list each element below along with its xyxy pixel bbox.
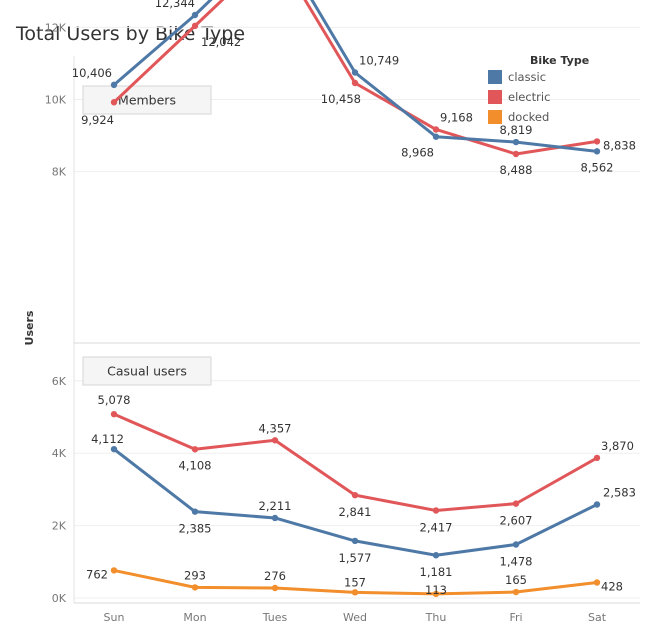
data-label-electric: 2,607: [500, 514, 533, 528]
data-point-classic: [512, 541, 520, 548]
legend-swatch-docked: [488, 110, 502, 124]
data-point-electric: [351, 79, 359, 87]
data-label-classic: 12,344: [155, 0, 195, 10]
panel-label-members: Members: [82, 85, 212, 115]
legend-swatch-classic: [488, 70, 502, 84]
data-label-classic: 2,211: [259, 499, 292, 513]
data-point-docked: [593, 579, 601, 586]
y-tick-label: 0K: [52, 592, 67, 605]
data-point-classic: [512, 138, 520, 146]
data-label-electric: 10,458: [321, 92, 361, 106]
data-point-electric: [351, 491, 359, 499]
x-tick-label: Fri: [509, 611, 522, 624]
data-label-electric: 8,488: [500, 163, 533, 177]
data-point-electric: [512, 150, 520, 158]
data-point-classic: [110, 81, 118, 89]
data-point-classic: [110, 445, 118, 453]
y-tick-label: 2K: [52, 520, 67, 533]
data-label-docked: 293: [184, 568, 206, 582]
data-point-classic: [351, 69, 359, 76]
legend: Bike Type classic electric docked: [488, 54, 589, 124]
y-axis-label: Users: [23, 310, 36, 345]
data-label-classic: 1,181: [420, 565, 453, 579]
x-tick-label: Tues: [262, 611, 288, 624]
panel-label-casual: Casual users: [82, 356, 212, 386]
data-label-classic: 4,112: [91, 432, 124, 446]
data-point-classic: [191, 11, 199, 19]
data-label-electric: 8,838: [603, 138, 636, 152]
y-tick-label: 12K: [45, 21, 67, 34]
data-point-electric: [191, 446, 199, 453]
legend-label-docked: docked: [508, 110, 549, 124]
data-label-docked: 157: [344, 575, 366, 589]
data-point-docked: [271, 584, 279, 592]
x-tick-label: Mon: [183, 611, 206, 624]
data-label-docked: 276: [264, 569, 286, 583]
data-label-classic: 2,583: [603, 485, 636, 499]
data-label-classic: 1,478: [500, 554, 533, 568]
x-tick-label: Wed: [343, 611, 367, 624]
data-point-docked: [512, 588, 520, 596]
data-point-classic: [432, 133, 440, 140]
chart-title: Total Users by Bike Type: [15, 23, 245, 45]
data-label-classic: 2,385: [179, 522, 212, 536]
data-label-classic: 8,968: [401, 146, 434, 160]
data-point-electric: [593, 454, 601, 462]
data-label-electric: 5,078: [98, 393, 131, 407]
legend-label-classic: classic: [508, 70, 546, 84]
data-point-classic: [351, 537, 359, 545]
panel-casual-title: Casual users: [107, 364, 187, 379]
data-point-electric: [432, 507, 440, 514]
data-label-electric: 9,924: [81, 113, 114, 127]
data-point-electric: [110, 410, 118, 418]
data-label-classic: 10,749: [359, 53, 399, 67]
data-point-electric: [110, 99, 118, 106]
data-label-electric: 12,042: [201, 35, 241, 49]
data-point-electric: [271, 437, 279, 444]
data-label-docked: 428: [601, 580, 623, 594]
data-label-classic: 10,406: [72, 66, 112, 80]
data-label-electric: 9,168: [440, 110, 473, 124]
legend-swatch-electric: [488, 90, 502, 104]
data-point-classic: [191, 508, 199, 515]
data-label-classic: 8,819: [500, 123, 533, 137]
data-label-docked: 762: [86, 567, 108, 581]
data-point-classic: [432, 552, 440, 559]
y-tick-label: 6K: [52, 375, 67, 388]
data-point-electric: [191, 22, 199, 30]
data-point-docked: [110, 567, 118, 574]
data-point-classic: [271, 514, 279, 522]
legend-title: Bike Type: [530, 54, 589, 67]
y-tick-label: 4K: [52, 447, 67, 460]
data-point-electric: [512, 500, 520, 507]
data-label-electric: 4,108: [179, 458, 212, 472]
data-point-classic: [593, 501, 601, 508]
data-label-docked: 165: [505, 573, 527, 587]
data-label-electric: 3,870: [601, 439, 634, 453]
x-tick-label: Thu: [425, 611, 447, 624]
data-label-electric: 2,841: [339, 505, 372, 519]
data-point-classic: [593, 148, 601, 155]
data-point-docked: [191, 584, 199, 591]
data-point-docked: [351, 589, 359, 596]
y-tick-label: 8K: [52, 166, 67, 179]
x-tick-label: Sat: [588, 611, 607, 624]
data-label-classic: 8,562: [581, 160, 614, 174]
data-label-classic: 1,577: [339, 551, 372, 565]
legend-label-electric: electric: [508, 90, 550, 104]
data-label-electric: 2,417: [420, 521, 453, 535]
data-point-electric: [432, 126, 440, 133]
x-tick-label: Sun: [104, 611, 125, 624]
data-label-docked: 113: [425, 583, 447, 597]
panel-members-title: Members: [118, 93, 176, 108]
data-point-electric: [593, 138, 601, 145]
data-point-docked: [432, 590, 440, 598]
data-label-electric: 4,357: [259, 421, 292, 435]
y-tick-label: 10K: [45, 94, 67, 107]
